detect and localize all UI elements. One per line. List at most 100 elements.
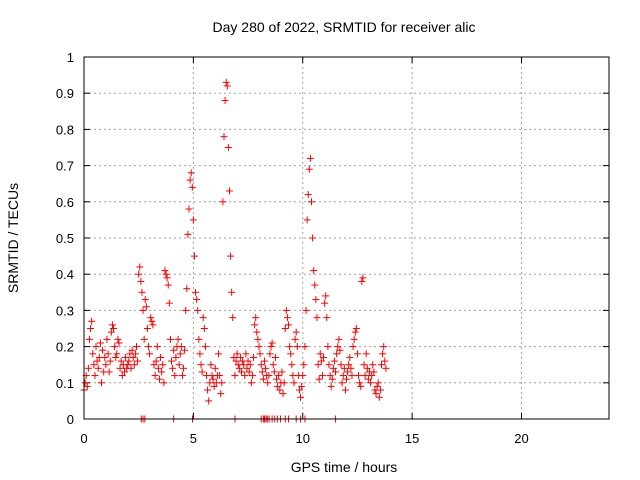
data-point	[171, 372, 179, 380]
data-point	[211, 364, 219, 372]
data-point	[244, 357, 252, 365]
data-point	[154, 364, 162, 372]
data-point	[104, 350, 112, 358]
data-point	[301, 343, 309, 351]
data-point	[347, 364, 355, 372]
data-point	[323, 314, 331, 322]
data-point	[293, 343, 301, 351]
data-point	[192, 288, 200, 296]
data-point	[94, 364, 102, 372]
y-tick-label: 0.2	[56, 340, 74, 355]
data-point	[340, 364, 348, 372]
y-tick-label: 0.4	[56, 267, 74, 282]
data-point	[256, 350, 264, 358]
data-point	[114, 335, 122, 343]
x-tick-label: 20	[514, 431, 528, 446]
data-point	[372, 390, 380, 398]
data-point	[238, 368, 245, 376]
data-point	[245, 368, 253, 376]
data-point	[166, 335, 174, 343]
data-point	[330, 357, 338, 365]
y-tick-label: 0.8	[56, 122, 74, 137]
data-point	[222, 78, 230, 86]
data-point	[312, 296, 320, 304]
data-point	[313, 314, 321, 322]
data-point	[225, 187, 233, 195]
data-point	[217, 390, 225, 398]
data-point	[358, 277, 366, 285]
y-axis-label: SRMTID / TECUs	[5, 183, 21, 293]
data-point	[367, 379, 375, 387]
data-point	[219, 198, 227, 206]
data-point	[345, 361, 353, 369]
data-point	[258, 368, 266, 376]
data-point	[198, 368, 206, 376]
data-point	[83, 382, 91, 390]
data-point	[157, 353, 165, 361]
data-point	[305, 165, 313, 173]
x-tick-label: 0	[80, 431, 87, 446]
data-point	[190, 252, 198, 260]
data-point	[231, 372, 239, 380]
data-point	[317, 357, 325, 365]
data-point	[103, 335, 111, 343]
data-point	[248, 372, 256, 380]
data-point	[373, 382, 381, 390]
data-point	[125, 357, 133, 365]
data-point	[281, 325, 289, 332]
data-point	[116, 364, 124, 372]
data-point	[135, 270, 143, 278]
data-point	[148, 317, 156, 325]
y-tick-label: 1	[67, 50, 74, 65]
data-point	[229, 314, 237, 322]
data-point	[241, 372, 249, 380]
data-point	[216, 372, 224, 380]
data-point	[194, 306, 202, 314]
data-point	[220, 133, 228, 141]
data-point	[352, 325, 360, 332]
data-point	[164, 281, 172, 289]
y-tick-label: 0.5	[56, 231, 74, 246]
data-point	[361, 372, 369, 380]
data-point	[283, 314, 291, 322]
data-point	[99, 346, 107, 354]
data-point	[343, 375, 350, 383]
x-tick-label: 5	[190, 431, 197, 446]
data-point	[337, 361, 345, 369]
data-point	[169, 364, 177, 372]
data-point	[102, 361, 110, 369]
data-point	[300, 361, 308, 369]
data-point	[376, 386, 384, 394]
y-tick-label: 0.9	[56, 86, 74, 101]
data-point	[196, 350, 204, 358]
data-point	[379, 350, 387, 358]
data-point	[254, 335, 262, 343]
data-point	[326, 372, 334, 380]
data-point	[302, 306, 310, 314]
data-point	[257, 361, 265, 369]
data-point	[299, 372, 307, 380]
data-point	[251, 321, 259, 329]
data-point	[96, 339, 104, 347]
data-point	[338, 379, 346, 387]
data-point	[215, 350, 223, 358]
data-point	[341, 386, 349, 394]
data-point	[221, 96, 229, 104]
data-point	[224, 144, 232, 151]
data-point	[381, 357, 389, 365]
data-point	[218, 379, 226, 387]
data-point	[129, 353, 137, 361]
data-point	[311, 281, 319, 289]
data-point	[351, 328, 359, 336]
data-point	[279, 390, 287, 398]
data-point	[89, 350, 97, 358]
data-point	[170, 346, 178, 354]
data-point	[152, 357, 160, 365]
data-point	[321, 299, 329, 307]
data-point	[180, 364, 188, 372]
data-point	[200, 325, 208, 332]
data-point	[236, 353, 244, 361]
data-point	[282, 306, 290, 314]
axis-ticks: 00.10.20.30.40.50.60.70.80.910 5 10 15 20	[56, 50, 609, 446]
data-point	[243, 364, 251, 372]
